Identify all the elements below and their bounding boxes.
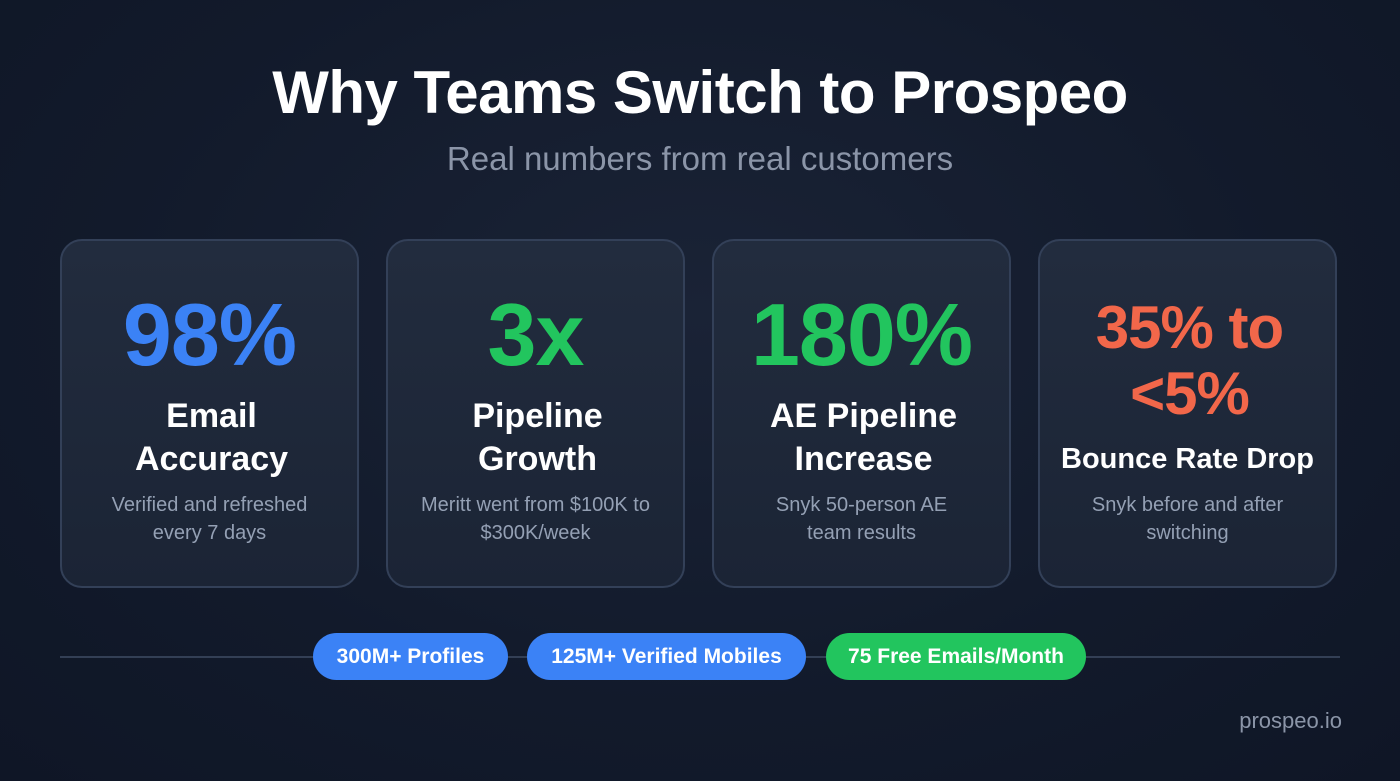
stat-value: 35% to <5% xyxy=(1095,294,1284,427)
stat-label: Bounce Rate Drop xyxy=(1061,443,1314,475)
brand-footer: prospeo.io xyxy=(1239,708,1342,733)
stat-value: 3x xyxy=(487,285,585,384)
stat-card-bounce-rate: 35% to <5% Bounce Rate Drop Snyk before … xyxy=(1038,239,1337,588)
stat-label: Pipeline Growth xyxy=(472,397,603,478)
stat-card-pipeline-growth: 3x Pipeline Growth Meritt went from $100… xyxy=(386,239,685,588)
page-title: Why Teams Switch to Prospeo xyxy=(272,59,1128,126)
stat-description: Verified and refreshed every 7 days xyxy=(111,494,308,544)
stat-value: 98% xyxy=(122,285,297,384)
stat-label: Email Accuracy xyxy=(134,397,289,478)
badge-profiles: 300M+ Profiles xyxy=(313,633,508,680)
stat-description: Snyk before and after switching xyxy=(1091,494,1284,544)
stat-card-email-accuracy: 98% Email Accuracy Verified and refreshe… xyxy=(60,239,359,588)
stat-card-ae-pipeline: 180% AE Pipeline Increase Snyk 50-person… xyxy=(712,239,1011,588)
badge-verified-mobiles: 125M+ Verified Mobiles xyxy=(527,633,806,680)
stat-value: 180% xyxy=(750,285,973,384)
stat-label: AE Pipeline Increase xyxy=(769,397,958,478)
badge-free-emails: 75 Free Emails/Month xyxy=(826,633,1086,680)
stat-description: Meritt went from $100K to $300K/week xyxy=(421,494,650,544)
page-subtitle: Real numbers from real customers xyxy=(446,140,954,177)
stat-description: Snyk 50-person AE team results xyxy=(775,494,948,544)
